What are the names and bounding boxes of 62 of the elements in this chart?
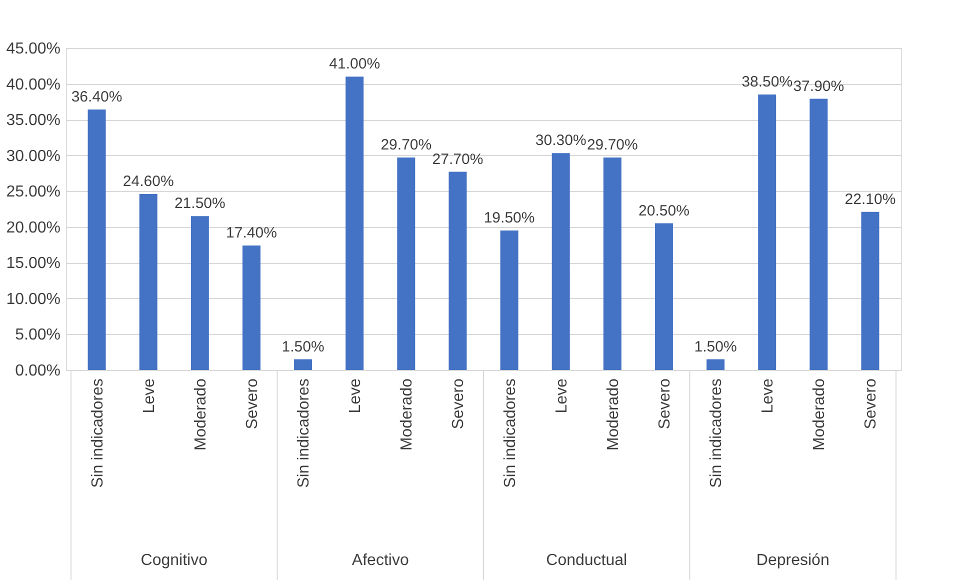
y-tick-label: 30.00% [6,148,60,165]
x-tick-label: Moderado [398,378,416,451]
text: Cognitivo [140,552,208,569]
x-tick-label: Sin indicadores [708,378,726,488]
x-tick-label: Sin indicadores [89,378,106,488]
x-tick-label: Moderado [604,378,622,451]
data-label: 37.90% [793,78,844,95]
text: Depresión [756,552,830,569]
x-tick-label: Sin indicadores [296,378,313,488]
bar [810,98,828,370]
data-label: 29.70% [380,136,432,154]
x-tick-label: Leve [347,378,364,414]
y-tick-label: 20.00% [6,219,60,236]
bar [861,212,880,370]
bar [758,94,776,370]
bar [346,76,364,370]
y-tick-label: 5.00% [15,326,60,344]
x-tick-label: Sin indicadores [502,378,519,488]
y-tick-label: 45.00% [6,40,60,58]
data-label: 36.40% [71,88,122,106]
data-label: 1.50% [282,338,324,356]
y-tick-label: 10.00% [6,290,60,308]
data-label: 20.50% [638,202,690,220]
bar [654,223,673,370]
data-label: 30.30% [535,132,586,150]
data-label: 21.50% [174,195,226,212]
bar [552,153,570,370]
data-label: 17.40% [226,224,277,242]
data-label: 1.50% [694,338,737,356]
bar [603,157,622,370]
data-label: 29.70% [586,136,638,154]
y-tick-label: 40.00% [6,76,60,94]
x-tick-label: Moderado [192,378,210,451]
y-tick-label: 35.00% [6,112,60,130]
x-tick-label: Leve [140,378,158,414]
bar [88,110,106,370]
x-tick-label: Leve [760,378,777,414]
data-label: 24.60% [122,172,174,190]
bar [294,359,312,370]
x-tick-label: Severo [450,378,468,430]
x-tick-label: Severo [862,378,880,430]
x-tick-label: Severo [244,378,261,430]
bar [706,359,725,370]
x-tick-label: Leve [553,378,570,414]
y-tick-label: 0.00% [15,362,60,380]
bar [242,245,260,370]
data-label: 38.50% [742,74,793,91]
text: Afectivo [352,552,409,569]
bar [190,216,209,370]
y-tick-label: 25.00% [6,184,60,201]
x-tick-label: Severo [656,378,674,430]
text: Conductual [546,552,628,569]
y-tick-label: 15.00% [6,255,60,272]
bar [500,230,518,370]
bar [448,172,467,370]
bar [397,157,416,370]
data-label: 41.00% [329,56,380,73]
x-tick-label: Moderado [811,378,828,451]
bar [139,194,158,370]
data-label: 22.10% [844,190,896,208]
data-label: 27.70% [432,150,484,168]
data-label: 19.50% [484,209,535,226]
